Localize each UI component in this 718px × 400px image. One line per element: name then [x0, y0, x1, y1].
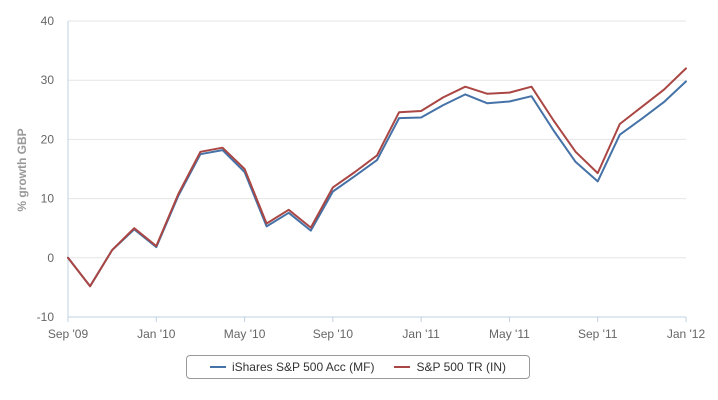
y-tick-label: 20 — [41, 132, 55, 146]
x-tick-label: Sep '09 — [48, 327, 89, 341]
x-tick-label: Sep '11 — [578, 327, 618, 341]
y-axis-label: % growth GBP — [15, 128, 29, 211]
x-tick-label: May '10 — [224, 327, 266, 341]
x-tick-label: Jan '11 — [402, 327, 440, 341]
x-tick-label: May '11 — [489, 327, 530, 341]
y-tick-label: 30 — [41, 73, 55, 87]
series-line-1 — [67, 80, 687, 288]
legend-label: iShares S&P 500 Acc (MF) — [231, 360, 375, 374]
y-tick-label: 0 — [47, 251, 54, 265]
y-tick-label: 10 — [41, 192, 55, 206]
legend-swatch — [209, 366, 226, 368]
legend-item-2[interactable]: S&P 500 TR (IN) — [394, 360, 506, 374]
y-tick-label: -10 — [37, 310, 55, 324]
axes — [67, 21, 686, 318]
legend: iShares S&P 500 Acc (MF) S&P 500 TR (IN) — [186, 355, 530, 379]
y-axis-ticks: -10 0 10 20 30 40 — [37, 14, 55, 324]
x-tick-label: Jan '10 — [137, 327, 176, 341]
series-line-2 — [67, 67, 687, 288]
x-tick-label: Jan '12 — [667, 327, 706, 341]
x-tick-label: Sep '10 — [313, 327, 354, 341]
y-tick-label: 40 — [41, 14, 55, 28]
legend-swatch — [394, 366, 411, 368]
legend-item-1[interactable]: iShares S&P 500 Acc (MF) — [209, 360, 375, 374]
series-lines — [67, 67, 687, 288]
legend-label: S&P 500 TR (IN) — [416, 360, 507, 374]
x-axis-ticks: Sep '09 Jan '10 May '10 Sep '10 Jan '11 May '… — [48, 317, 706, 341]
